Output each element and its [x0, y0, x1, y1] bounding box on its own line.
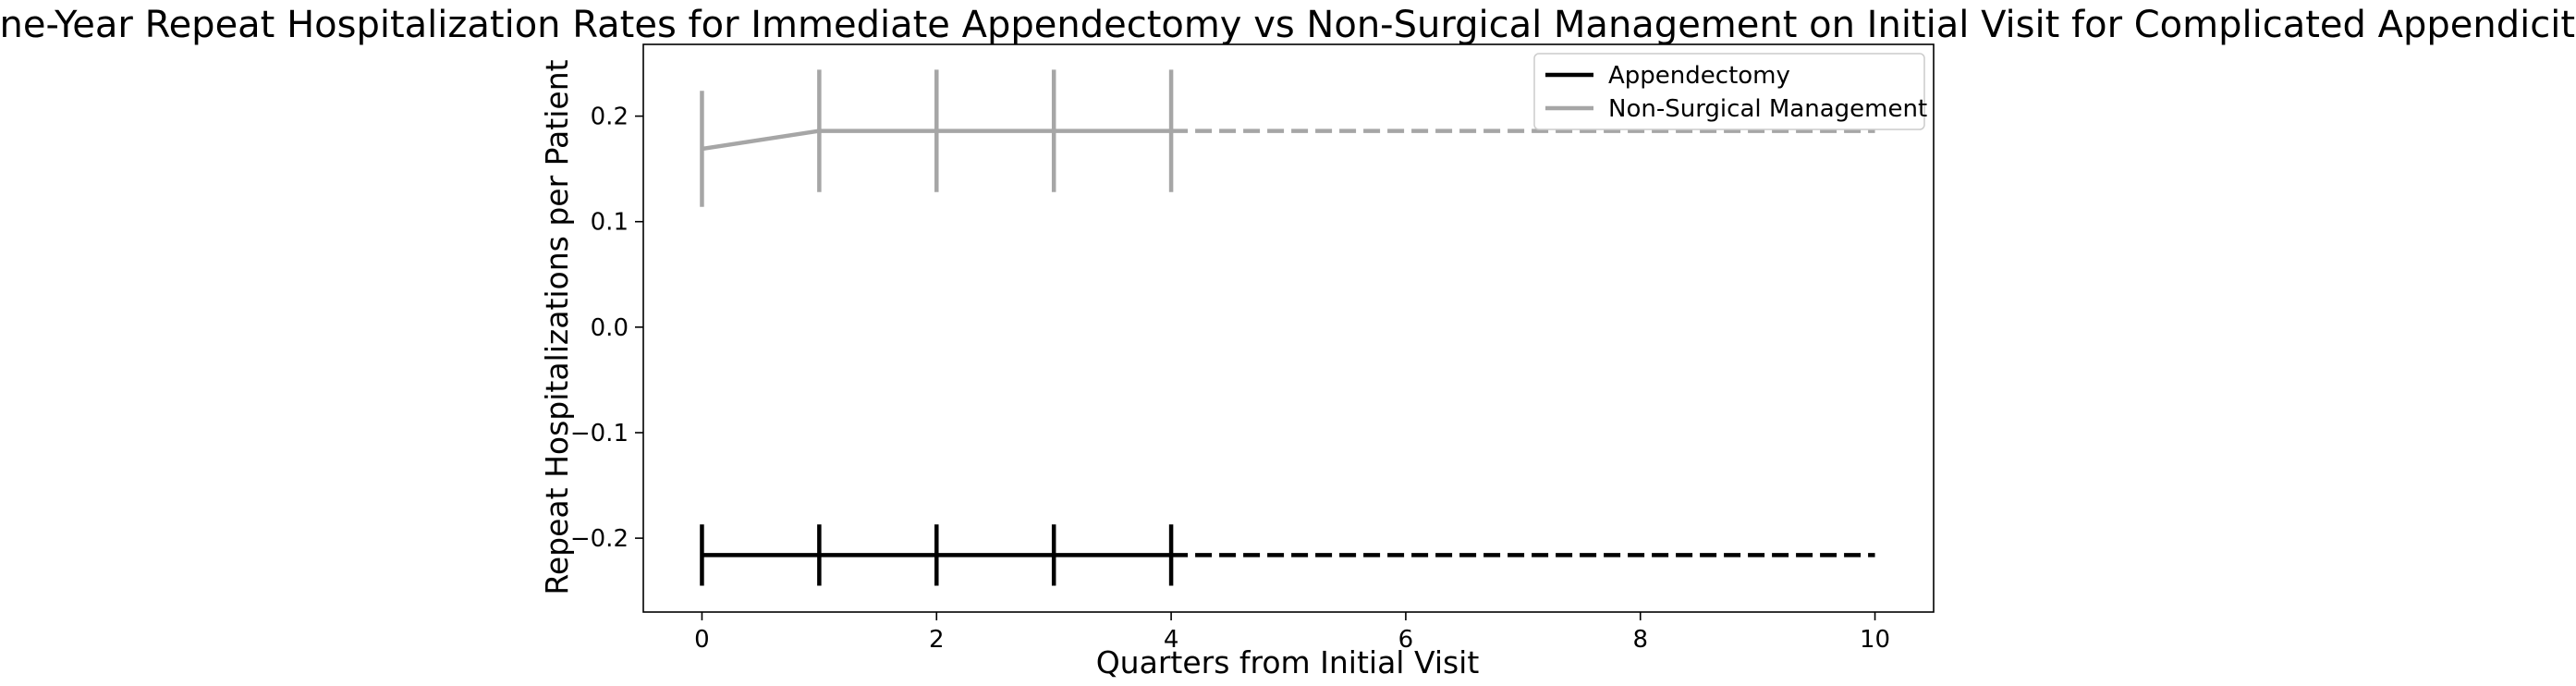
x-tick-label: 2 [929, 626, 945, 654]
legend-label: Appendectomy [1608, 62, 1790, 90]
x-axis-label: Quarters from Initial Visit [1096, 644, 1480, 680]
x-tick-label: 4 [1164, 626, 1179, 654]
x-tick-label: 8 [1632, 626, 1648, 654]
y-tick-label: 0.2 [591, 104, 629, 131]
x-tick-label: 6 [1398, 626, 1414, 654]
x-tick-label: 10 [1860, 626, 1890, 654]
legend: Appendectomy Non-Surgical Management [1533, 53, 1927, 130]
plot-frame [642, 43, 1935, 613]
series-non-surgical-management [700, 69, 1875, 207]
chart-title: One-Year Repeat Hospitalization Rates fo… [0, 4, 2576, 46]
x-tick-label: 0 [694, 626, 710, 654]
legend-label: Non-Surgical Management [1608, 95, 1927, 123]
y-tick-label: −0.1 [570, 420, 629, 447]
series-appendectomy [700, 524, 1875, 586]
y-axis-label: Repeat Hospitalizations per Patient [539, 59, 575, 594]
y-tick-label: 0.1 [591, 209, 629, 237]
y-tick-label: −0.2 [570, 525, 629, 553]
y-tick-label: 0.0 [591, 314, 629, 342]
plot-area: 0 2 4 6 8 10 −0.2 −0.1 0.0 0.1 0.2 Appendectomy Non-… [570, 43, 1935, 654]
legend-box [1533, 53, 1925, 130]
